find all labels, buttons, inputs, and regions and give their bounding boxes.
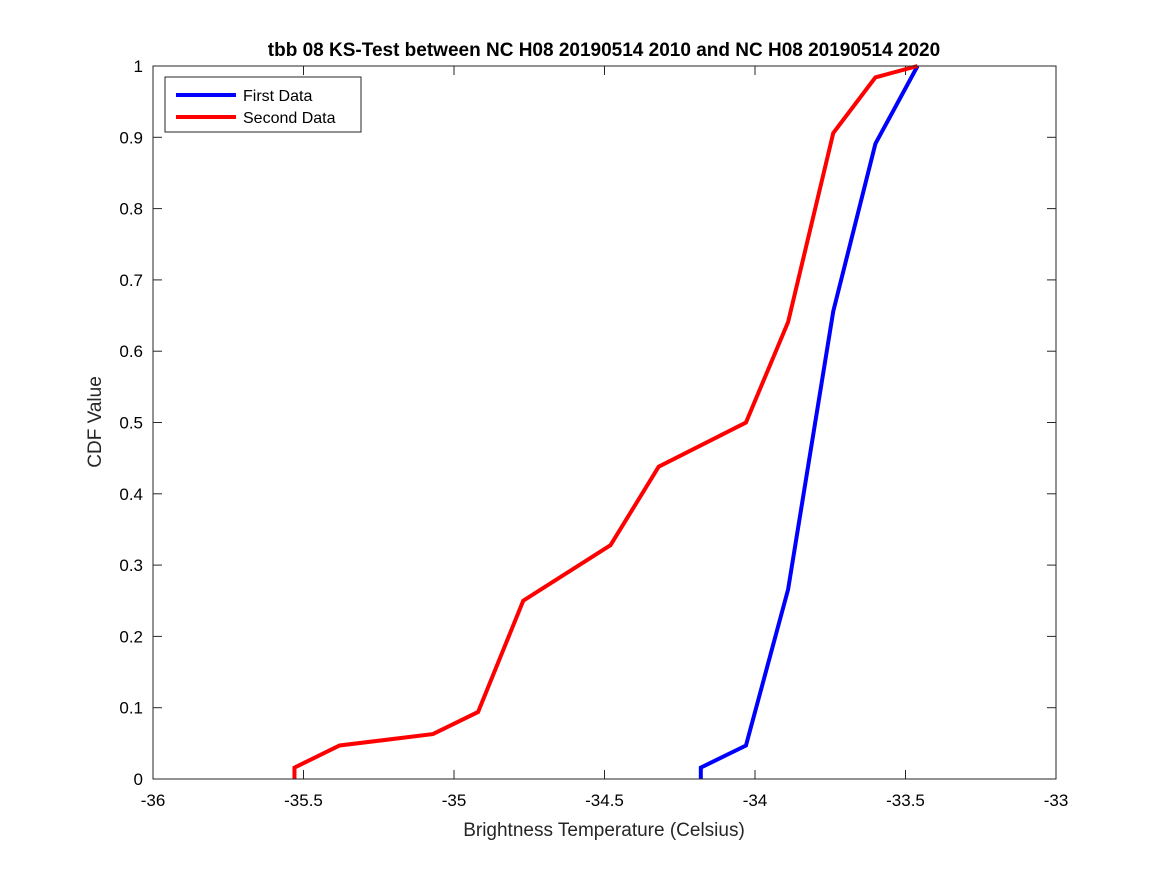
y-tick-label: 0 — [134, 770, 143, 789]
y-tick-label: 0.5 — [119, 414, 143, 433]
series-line-first-data — [698, 65, 920, 779]
x-tick-label: -33 — [1044, 791, 1069, 810]
y-tick-label: 1 — [134, 57, 143, 76]
plot-frame — [152, 65, 1057, 780]
legend-label: Second Data — [243, 110, 336, 127]
y-tick-label: 0.1 — [119, 699, 143, 718]
y-tick-label: 0.9 — [119, 128, 143, 147]
x-tick-label: -34 — [743, 791, 768, 810]
y-axis-label: CDF Value — [85, 376, 106, 468]
x-axis-label: Brightness Temperature (Celsius) — [463, 820, 745, 841]
legend-label: First Data — [243, 88, 312, 105]
x-tick-label: -35 — [442, 791, 467, 810]
y-tick-label: 0.3 — [119, 556, 143, 575]
y-tick-label: 0.8 — [119, 200, 143, 219]
axis-ticks: -36 -35.5 -35 -34.5 -34 -33.5 -33 0 0.1 0.2 0.3 0.4… — [119, 57, 1068, 810]
plot-area — [153, 66, 1056, 779]
x-tick-label: -33.5 — [886, 791, 925, 810]
x-tick-label: -34.5 — [585, 791, 624, 810]
x-tick-label: -36 — [141, 791, 166, 810]
x-tick-label: -35.5 — [284, 791, 323, 810]
legend-box — [164, 76, 362, 133]
legend: First Data Second Data — [164, 76, 362, 133]
y-tick-label: 0.7 — [119, 271, 143, 290]
chart-title: tbb 08 KS-Test between NC H08 20190514 2… — [268, 40, 940, 61]
y-tick-label: 0.6 — [119, 342, 143, 361]
y-tick-label: 0.2 — [119, 627, 143, 646]
y-tick-label: 0.4 — [119, 485, 143, 504]
series-line-second-data — [292, 64, 919, 779]
series-lines — [292, 64, 920, 779]
